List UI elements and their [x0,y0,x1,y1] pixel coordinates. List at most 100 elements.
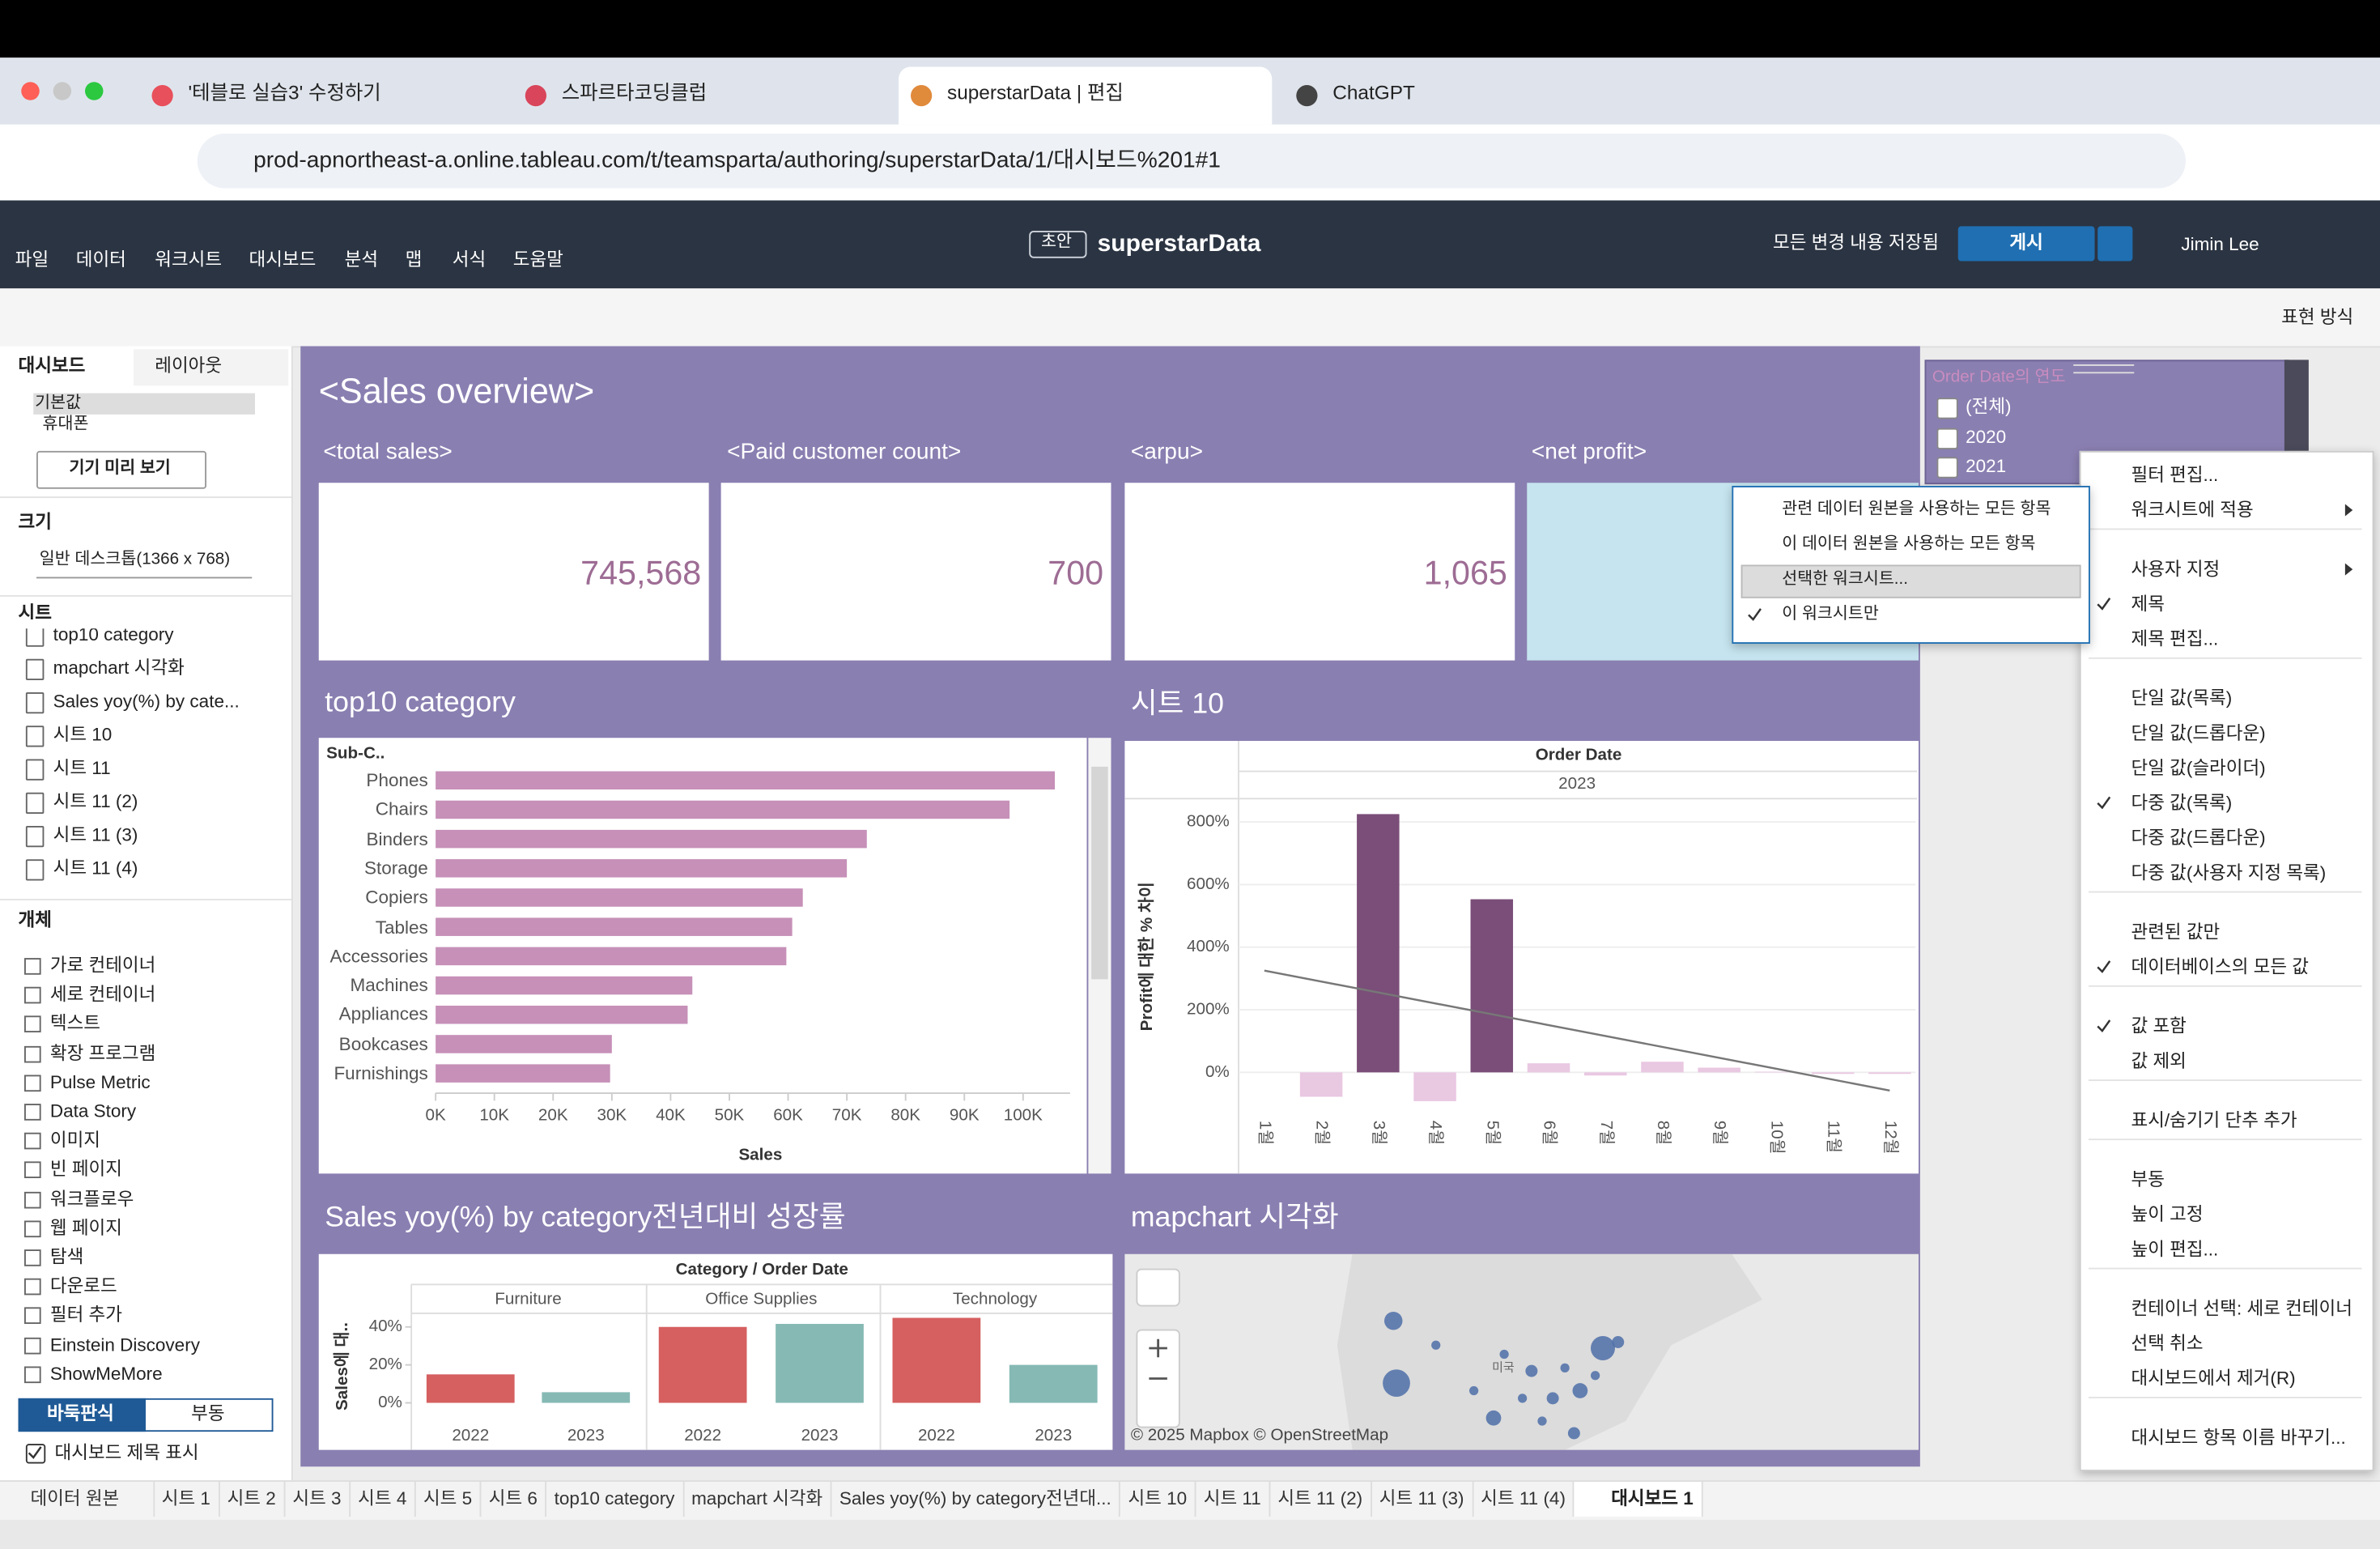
menu-item[interactable]: 데이터베이스의 모든 값 [2131,955,2310,978]
layout-option[interactable]: 부동 [191,1402,225,1424]
object-item[interactable]: 이미지 [49,1129,100,1151]
sidebar-tab[interactable]: 대시보드 [18,355,86,377]
menu-item[interactable]: 다중 값(드롭다운) [2131,827,2266,849]
submenu-item[interactable]: 관련 데이터 원본을 사용하는 모든 항목 [1782,500,2051,519]
map-search[interactable] [1136,1268,1180,1307]
filter-item[interactable]: 2020 [1966,425,2007,447]
menu-item[interactable]: 다중 값(사용자 지정 목록) [2131,862,2327,883]
tab-title[interactable]: ChatGPT [1332,80,1415,104]
sheet-tab[interactable]: 시트 5 [416,1482,482,1517]
sheet-tab[interactable]: 시트 11 (3) [1371,1482,1473,1517]
sheet-item[interactable]: 시트 11 [53,757,111,779]
object-item[interactable]: 웹 페이지 [49,1217,122,1239]
menu-item[interactable]: 관련된 값만 [2131,921,2221,943]
object-item[interactable]: 탐색 [49,1246,84,1268]
preview-button[interactable] [36,450,206,489]
layout-option[interactable]: 바둑판식 [46,1402,114,1424]
sheet-item[interactable]: 시트 11 (4) [53,857,138,879]
sheet-tab[interactable]: 시트 11 (2) [1270,1482,1372,1517]
sheet-item[interactable]: 시트 10 [53,724,113,746]
object-item[interactable]: 필터 추가 [49,1304,122,1326]
kpi-card[interactable] [1124,483,1515,661]
traffic-close[interactable] [21,82,40,100]
map-panel[interactable] [1124,1253,1919,1450]
chart-panel[interactable] [318,738,1087,1174]
menu-item[interactable]: 표시/숨기기 단추 추가 [2131,1109,2297,1131]
menu-item[interactable]: 분석 [344,249,379,270]
sheet-tab[interactable]: 시트 11 [1196,1482,1271,1517]
filter-controls[interactable] [2284,360,2309,451]
object-item[interactable]: Einstein Discovery [49,1333,200,1355]
sheet-tab[interactable]: 데이터 원본 [6,1482,155,1517]
menu-item[interactable]: 워크시트에 적용 [2131,499,2254,521]
traffic-min[interactable] [53,82,72,100]
sheet-tab[interactable]: 시트 10 [1120,1482,1196,1517]
menu-item[interactable]: 부동 [2131,1168,2165,1190]
object-item[interactable]: Data Story [49,1100,137,1122]
menu-item[interactable]: 컨테이너 선택: 세로 컨테이너 [2131,1297,2352,1320]
sheet-tab[interactable]: 대시보드 1 [1575,1482,1703,1517]
omnibox[interactable] [197,134,2186,189]
kpi-card[interactable] [318,483,709,661]
publish-button[interactable] [1957,226,2095,262]
preview-label[interactable]: 기기 미리 보기 [69,459,171,478]
menu-item[interactable]: 서식 [452,249,487,270]
menu-item[interactable]: 데이터 [75,249,126,270]
menu-item[interactable]: 제목 [2131,593,2165,615]
filter-checkbox[interactable] [1936,427,1958,449]
show-title-label[interactable]: 대시보드 제목 표시 [54,1441,199,1464]
submenu-item[interactable]: 이 데이터 원본을 사용하는 모든 항목 [1782,534,2036,554]
menu-item[interactable]: 단일 값(슬라이더) [2131,757,2266,779]
traffic-max[interactable] [85,82,104,100]
sidebar-tab[interactable]: 레이아웃 [155,355,223,377]
menu-item[interactable]: 워크시트 [155,249,223,270]
sheet-tab[interactable]: 시트 2 [219,1482,286,1517]
menu-item[interactable]: 대시보드 항목 이름 바꾸기... [2131,1427,2346,1449]
menu-item[interactable]: 단일 값(목록) [2131,687,2233,709]
view-label[interactable]: 표현 방식 [2281,306,2354,328]
sheet-item[interactable]: 시트 11 (2) [53,790,138,812]
menu-item[interactable]: 대시보드에서 제거(R) [2131,1368,2296,1389]
object-item[interactable]: 텍스트 [49,1012,100,1035]
tab-title[interactable]: superstarData | 편집 [947,80,1124,104]
layout-toggle-selected[interactable] [18,1398,146,1432]
menu-item[interactable]: 다중 값(목록) [2131,792,2233,814]
menu-item[interactable]: 높이 고정 [2131,1203,2204,1225]
menu-item[interactable]: 필터 편집... [2131,464,2219,486]
menu-item[interactable]: 대시보드 [249,249,317,270]
menu-item[interactable]: 맵 [405,249,423,270]
sheet-tab[interactable]: top10 category [546,1482,684,1517]
menu-item[interactable]: 사용자 지정 [2131,558,2221,580]
menu-item[interactable]: 값 포함 [2131,1015,2187,1037]
sheet-tab[interactable]: 시트 4 [351,1482,416,1517]
sheet-tab[interactable]: 시트 1 [154,1482,220,1517]
menu-item[interactable]: 단일 값(드롭다운) [2131,722,2266,744]
object-item[interactable]: 세로 컨테이너 [49,983,156,1006]
browser-tab[interactable] [899,66,1273,125]
menu-item[interactable]: 값 제외 [2131,1050,2187,1072]
filter-checkbox[interactable] [1936,457,1958,479]
object-item[interactable]: 다운로드 [49,1275,117,1297]
publish-dropdown[interactable] [2097,226,2133,262]
sheet-tab[interactable]: mapchart 시각화 [684,1482,832,1517]
menu-item[interactable]: 선택 취소 [2131,1332,2204,1355]
sheet-tab[interactable]: Sales yoy(%) by category전년대... [831,1482,1121,1517]
sheet-item[interactable]: mapchart 시각화 [53,657,185,679]
size-select[interactable]: 일반 데스크톱(1366 x 768) [39,550,231,569]
sheet-item[interactable]: 시트 11 (3) [53,823,138,846]
object-item[interactable]: 워크플로우 [49,1187,134,1210]
sheet-tab[interactable]: 시트 3 [285,1482,351,1517]
device[interactable]: 기본값 [35,394,82,412]
menu-item[interactable]: 도움말 [512,249,563,270]
object-item[interactable]: Pulse Metric [49,1071,151,1093]
filter-item[interactable]: 2021 [1966,455,2007,477]
device[interactable]: 휴대폰 [42,415,89,434]
menu-item[interactable]: 제목 편집... [2131,628,2219,650]
sheet-tab[interactable]: 시트 11 (4) [1473,1482,1575,1517]
chart-panel[interactable] [1124,741,1919,1174]
object-item[interactable]: ShowMeMore [49,1363,163,1385]
tab-title[interactable]: 스파르타코딩클럽 [561,80,708,104]
menu-item[interactable]: 높이 편집... [2131,1238,2219,1260]
submenu-item[interactable]: 이 워크시트만 [1782,605,1879,623]
scroll-thumb[interactable] [1091,766,1108,980]
